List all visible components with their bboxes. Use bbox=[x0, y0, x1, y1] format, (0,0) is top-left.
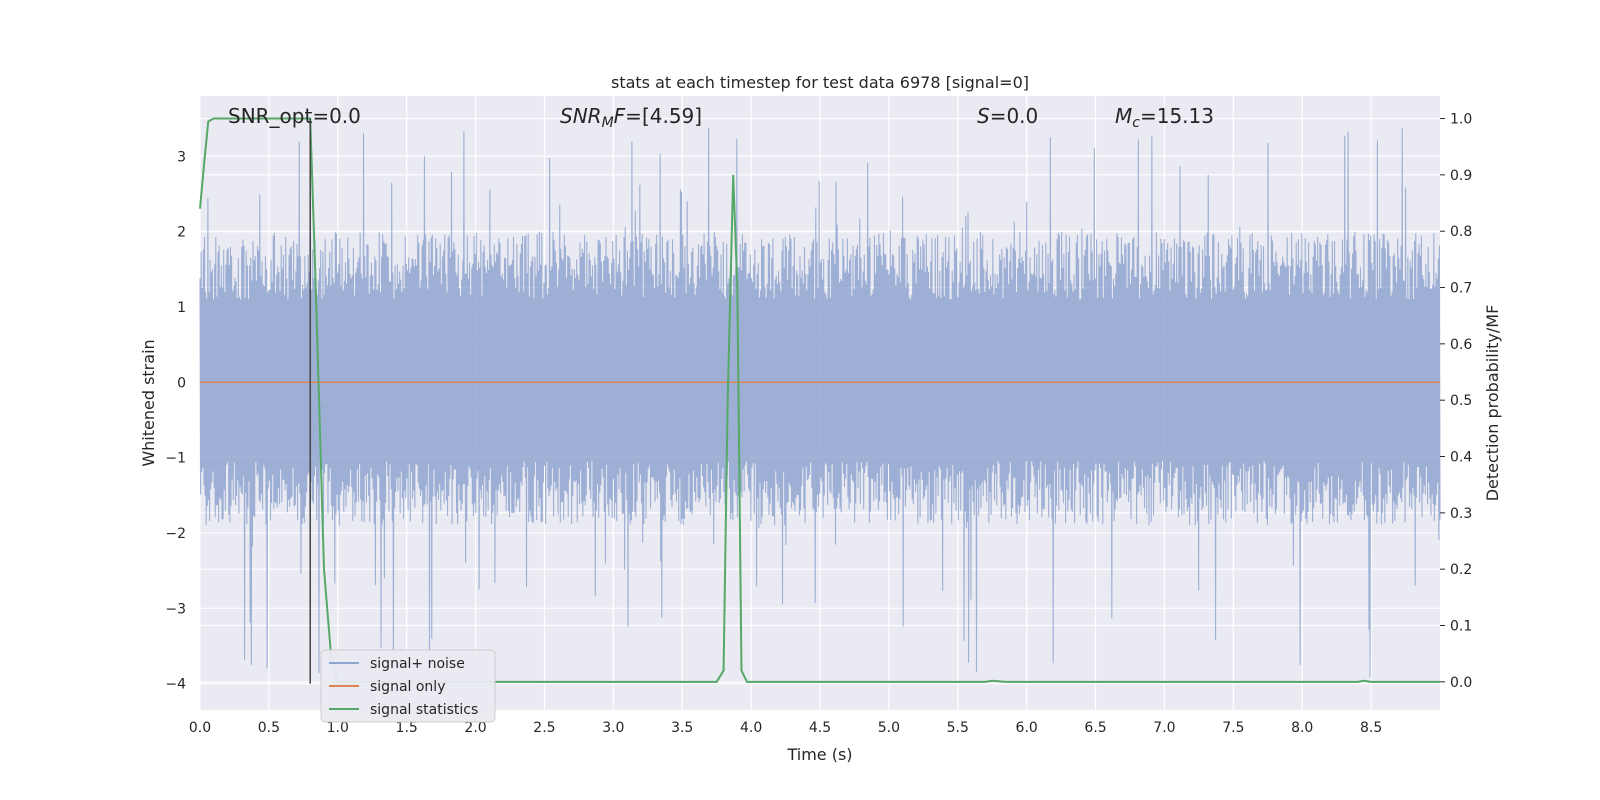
legend-label-signal-plus-noise: signal+ noise bbox=[370, 656, 465, 672]
y-right-tick-label: 0.1 bbox=[1450, 619, 1472, 635]
y-right-tick-label: 0.9 bbox=[1450, 168, 1472, 184]
x-tick-label: 4.0 bbox=[740, 720, 762, 736]
y-left-axis-label: Whitened strain bbox=[139, 339, 158, 466]
y-left-tick-label: 2 bbox=[177, 225, 186, 241]
y-left-tick-label: 1 bbox=[177, 300, 186, 316]
x-tick-label: 5.5 bbox=[947, 720, 969, 736]
y-left-axis-ticks: 3 2 1 0 −1 −2 −3 −4 bbox=[165, 149, 186, 692]
x-tick-label: 8.5 bbox=[1360, 720, 1382, 736]
y-right-tick-label: 0.4 bbox=[1450, 450, 1472, 466]
annotation-mc: Mc=15.13 bbox=[1115, 104, 1214, 131]
x-tick-label: 0.5 bbox=[258, 720, 280, 736]
legend-box bbox=[320, 649, 496, 723]
y-right-axis-ticks: 1.0 0.9 0.8 0.7 0.6 0.5 0.4 0.3 0.2 0.1 0.0 bbox=[1440, 112, 1472, 691]
annotation-snr-opt: SNR_opt=0.0 bbox=[228, 104, 361, 128]
y-left-tick-label: −4 bbox=[165, 677, 186, 693]
x-tick-label: 4.5 bbox=[809, 720, 831, 736]
annotation-s-value: =0.0 bbox=[990, 104, 1039, 128]
annotation-mc-value: =15.13 bbox=[1140, 104, 1214, 128]
x-tick-label: 8.0 bbox=[1291, 720, 1313, 736]
x-tick-label: 7.5 bbox=[1222, 720, 1244, 736]
y-left-tick-label: −1 bbox=[165, 451, 186, 467]
x-tick-label: 6.5 bbox=[1084, 720, 1106, 736]
x-tick-label: 3.0 bbox=[602, 720, 624, 736]
x-tick-label: 5.0 bbox=[878, 720, 900, 736]
y-right-tick-label: 0.7 bbox=[1450, 281, 1472, 297]
y-left-tick-label: −3 bbox=[165, 601, 186, 617]
y-right-tick-label: 0.0 bbox=[1450, 675, 1472, 691]
x-tick-label: 6.0 bbox=[1016, 720, 1038, 736]
legend: signal+ noise signal only signal statist… bbox=[320, 649, 496, 723]
y-right-axis-label: Detection probability/MF bbox=[1483, 305, 1502, 502]
x-tick-label: 7.0 bbox=[1153, 720, 1175, 736]
x-tick-label: 3.5 bbox=[671, 720, 693, 736]
y-left-tick-label: −2 bbox=[165, 526, 186, 542]
legend-label-signal-statistics: signal statistics bbox=[370, 702, 478, 718]
x-axis-ticks: 0.0 0.5 1.0 1.5 2.0 2.5 3.0 3.5 4.0 4.5 5.0 5.5 6.0 6… bbox=[189, 720, 1382, 736]
x-tick-label: 2.5 bbox=[533, 720, 555, 736]
x-tick-label: 1.0 bbox=[327, 720, 349, 736]
y-right-tick-label: 0.5 bbox=[1450, 393, 1472, 409]
legend-label-signal-only: signal only bbox=[370, 679, 445, 695]
x-tick-label: 1.5 bbox=[396, 720, 418, 736]
annotation-snr-mf-value: [4.59] bbox=[642, 104, 702, 128]
y-right-tick-label: 0.3 bbox=[1450, 506, 1472, 522]
y-left-tick-label: 3 bbox=[177, 149, 186, 165]
signal-statistics-line bbox=[199, 117, 1440, 683]
x-axis-label: Time (s) bbox=[786, 745, 852, 764]
x-tick-label: 2.0 bbox=[464, 720, 486, 736]
y-right-tick-label: 0.8 bbox=[1450, 224, 1472, 240]
y-right-tick-label: 0.6 bbox=[1450, 337, 1472, 353]
y-right-tick-label: 1.0 bbox=[1450, 112, 1472, 128]
x-tick-label: 0.0 bbox=[189, 720, 211, 736]
y-left-tick-label: 0 bbox=[177, 375, 186, 391]
series-signal-statistics bbox=[199, 117, 1440, 683]
annotation-snr-mf: SNRMF=[4.59] bbox=[560, 104, 702, 131]
annotation-s: S=0.0 bbox=[977, 104, 1038, 128]
y-right-tick-label: 0.2 bbox=[1450, 562, 1472, 578]
chart-title: stats at each timestep for test data 697… bbox=[611, 73, 1029, 92]
